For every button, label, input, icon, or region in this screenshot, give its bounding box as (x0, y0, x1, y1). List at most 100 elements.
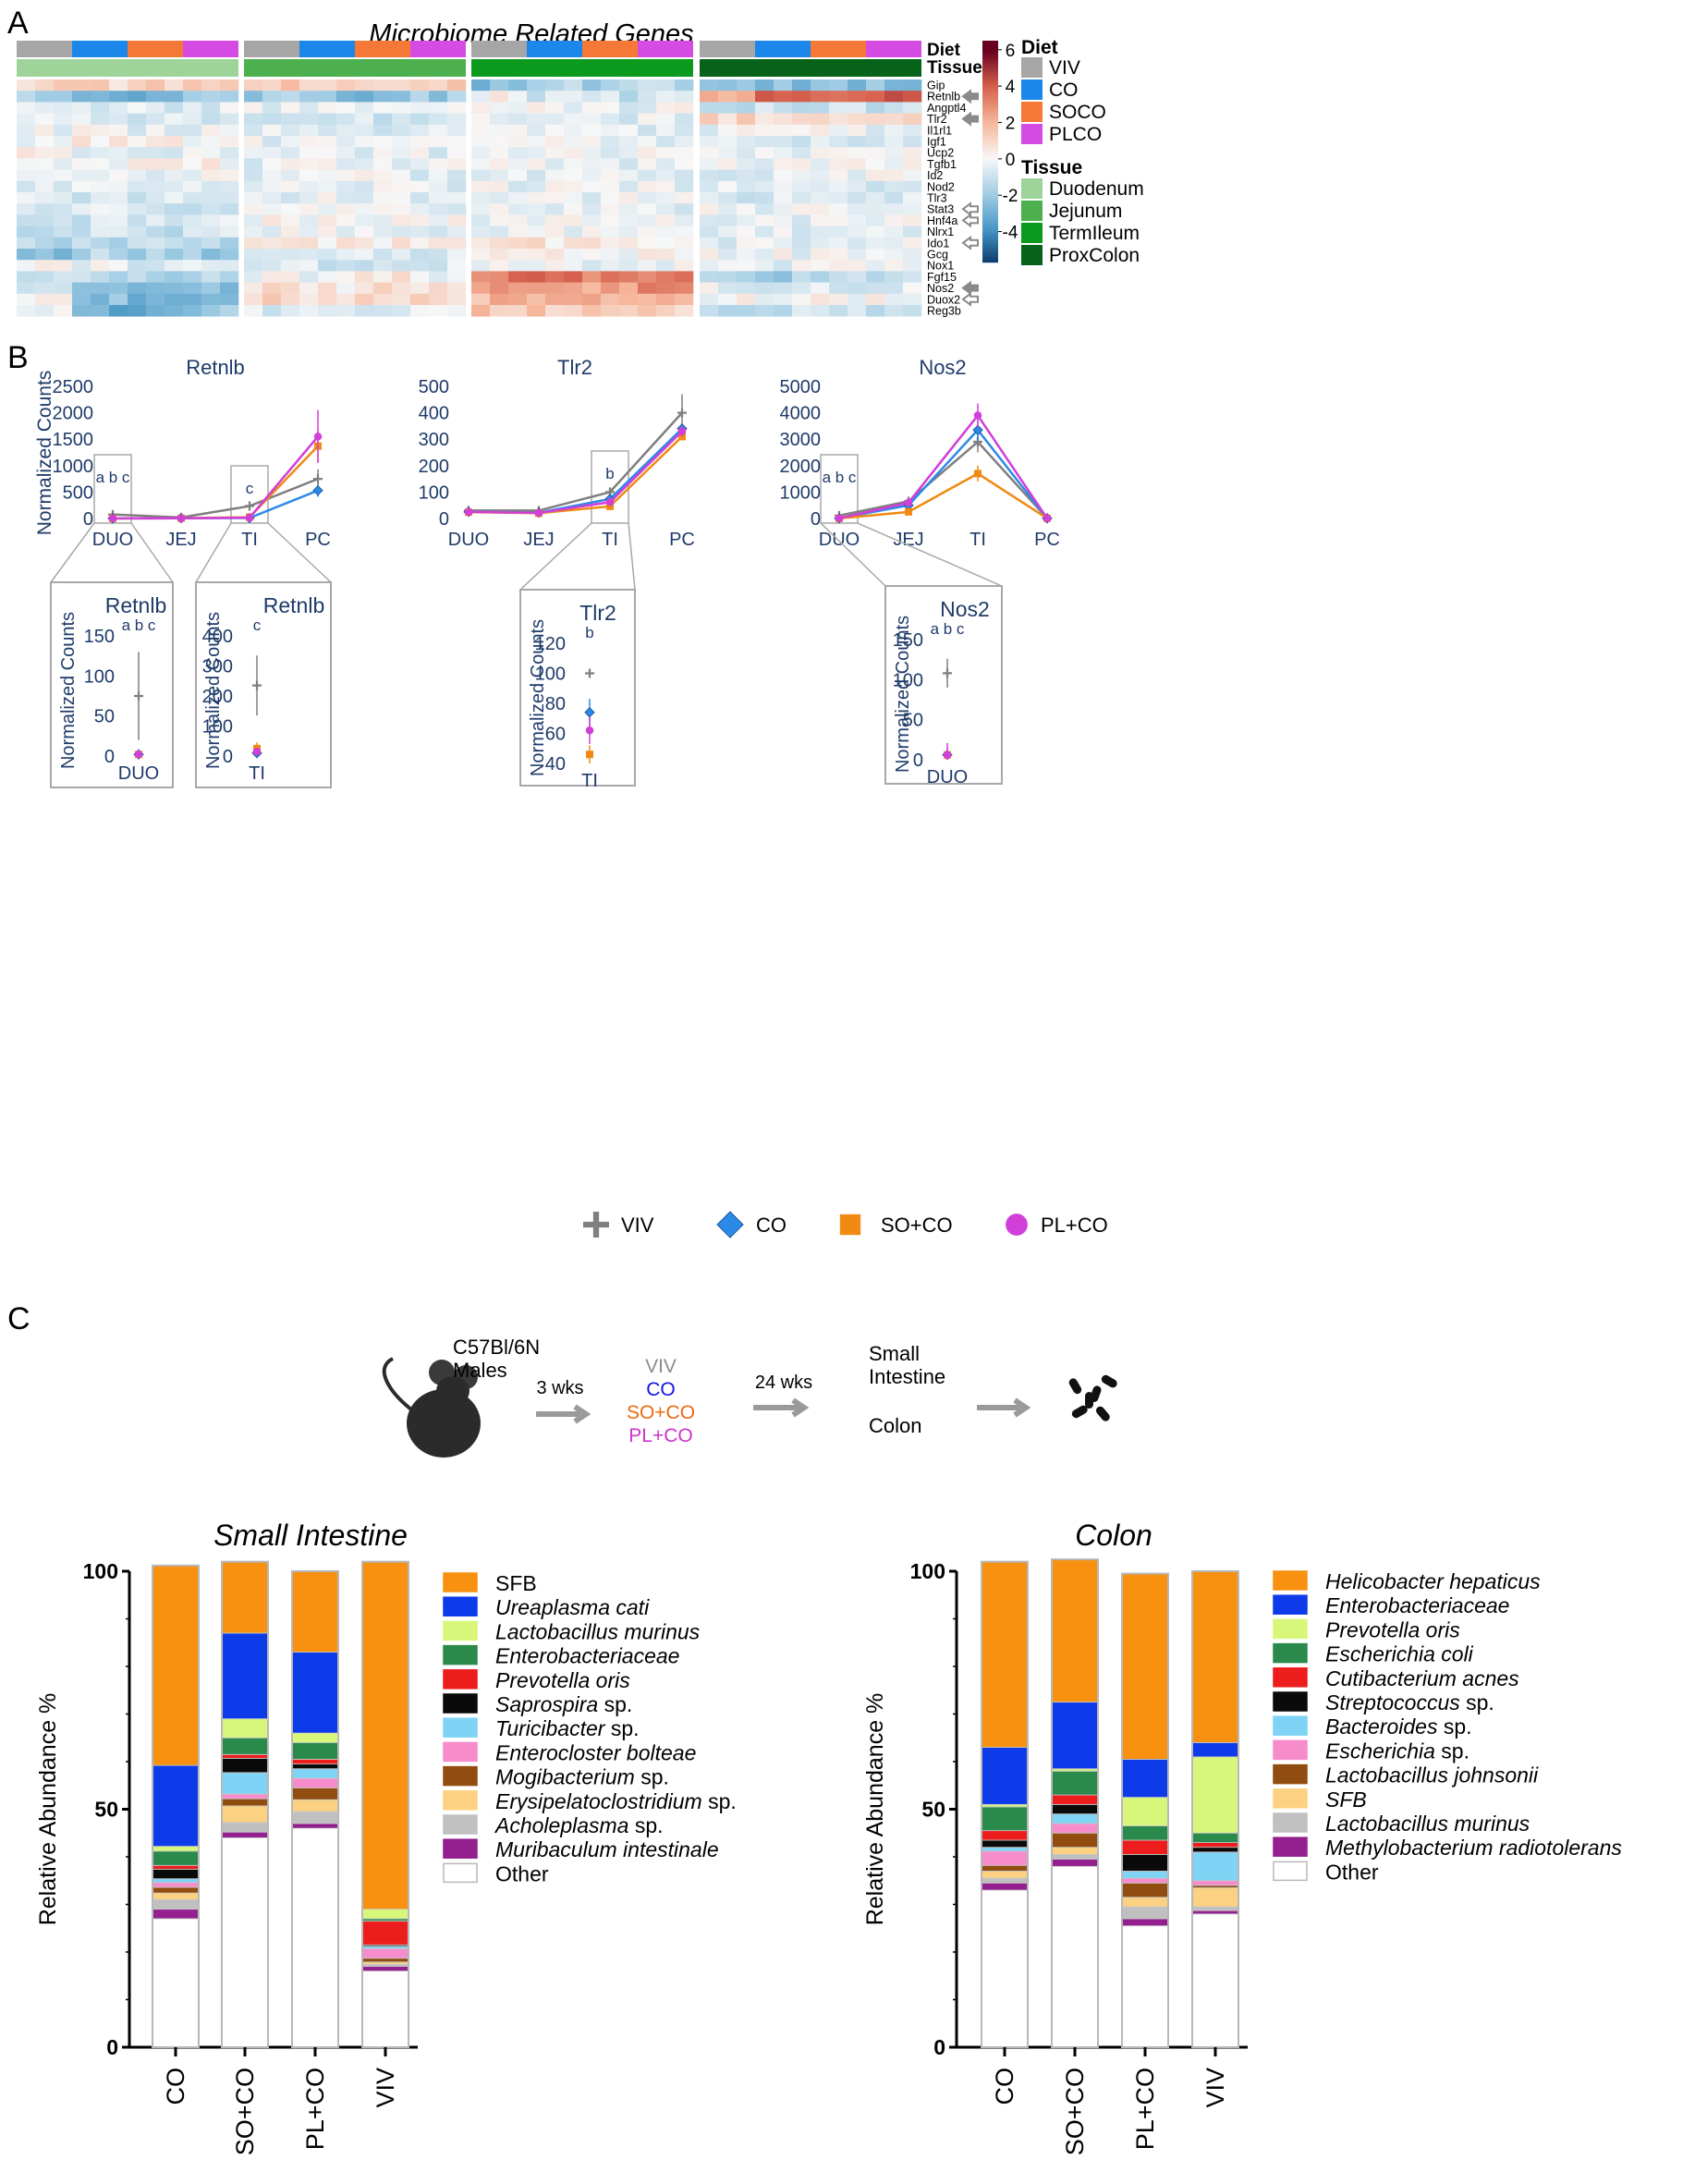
heatmap-cell (675, 271, 694, 283)
heatmap-cell (355, 260, 374, 272)
heatmap-cell (675, 249, 694, 261)
heatmap-cell (54, 192, 73, 204)
heatmap-cell (903, 260, 922, 272)
heatmap-cell (281, 282, 300, 295)
heatmap-cell (718, 305, 738, 317)
bar-segment (1191, 1570, 1239, 1743)
heatmap-cell (410, 192, 430, 204)
bar-segment (291, 1759, 339, 1764)
heatmap-cell (638, 271, 657, 283)
heatmap-cell (718, 260, 738, 272)
heatmap-cell (737, 282, 756, 295)
heatmap-cell (675, 102, 694, 114)
heatmap-cell (299, 102, 319, 114)
heatmap-cell (638, 180, 657, 193)
chart-title: Tlr2 (557, 356, 592, 379)
heatmap-cell (146, 271, 165, 283)
heatmap-cell (656, 249, 676, 261)
heatmap-cell (54, 293, 73, 306)
heatmap-cell (299, 79, 319, 92)
heatmap-cell (737, 169, 756, 182)
heatmap-cell (903, 214, 922, 226)
heatmap-cell (490, 293, 509, 306)
colorbar-segment (982, 107, 998, 110)
heatmap-cell (201, 79, 221, 92)
heatmap-cell (848, 226, 867, 238)
legend-label: SO+CO (881, 1214, 953, 1237)
heatmap-cell (718, 124, 738, 137)
legend-label: Methylobacterium radiotolerans (1325, 1836, 1622, 1860)
heatmap-cell (675, 293, 694, 306)
heatmap-cell (17, 124, 36, 137)
heatmap-cell (146, 91, 165, 103)
heatmap-cell (355, 293, 374, 306)
heatmap-cell (866, 203, 885, 215)
colorbar-segment (982, 222, 998, 225)
gene-label: Ucp2 (927, 147, 954, 160)
bar-segment (1051, 1702, 1099, 1770)
inset-y-tick-label: 400 (202, 627, 233, 647)
heatmap-cell (848, 158, 867, 170)
heatmap-cell (262, 293, 282, 306)
heatmap-cell (527, 124, 546, 137)
heatmap-cell (220, 136, 239, 148)
heatmap-cell (429, 136, 448, 148)
heatmap-cell (165, 249, 184, 261)
y-tick-label: 200 (419, 457, 449, 477)
heatmap-cell (490, 260, 509, 272)
inset-frame (195, 581, 332, 788)
colorbar-segment (982, 231, 998, 234)
heatmap-cell (373, 226, 393, 238)
legend-label: Acholeplasma sp. (494, 1813, 664, 1837)
heatmap-cell (638, 203, 657, 215)
mouse-head-icon (436, 1376, 469, 1406)
heatmap-cell (201, 91, 221, 103)
heatmap-cell (527, 203, 546, 215)
heatmap-cell (656, 237, 676, 250)
heatmap-cell (201, 180, 221, 193)
legend-label: Enterobacteriaceae (1325, 1593, 1509, 1617)
heatmap-cell (829, 102, 848, 114)
legend-species-suffix: sp. (604, 1716, 639, 1740)
heatmap-cell (244, 293, 263, 306)
heatmap-cell (601, 282, 620, 295)
diet-annotation-cell (866, 41, 921, 57)
heatmap-cell (183, 180, 202, 193)
heatmap-cell (392, 192, 411, 204)
bar-segment (152, 1898, 200, 1910)
bar-segment (981, 1847, 1029, 1852)
heatmap-cell (410, 136, 430, 148)
heatmap-cell (91, 271, 110, 283)
diet-annotation-cell (811, 41, 866, 57)
heatmap-cell (884, 102, 904, 114)
heatmap-cell (471, 237, 491, 250)
inset-y-tick-label: 100 (535, 665, 566, 685)
heatmap-cell (545, 226, 565, 238)
heatmap-cell (355, 237, 374, 250)
heatmap-cell (564, 305, 583, 317)
heatmap-cell (201, 249, 221, 261)
heatmap-cell (675, 180, 694, 193)
heatmap-cell (829, 271, 848, 283)
legend-species-name: Erysipelatoclostridium (495, 1789, 702, 1813)
heatmap-cell (829, 113, 848, 126)
heatmap-cell (318, 113, 337, 126)
y-tick-label: 1000 (780, 482, 822, 503)
y-tick-label: 2000 (53, 404, 94, 424)
diet-annotation-cell (582, 41, 638, 57)
heatmap-cell (281, 136, 300, 148)
heatmap-cell (281, 260, 300, 272)
heatmap-cell (373, 192, 393, 204)
colorbar-segment (982, 211, 998, 214)
heatmap-cell (582, 102, 602, 114)
x-category-label: DUO (92, 530, 133, 550)
heatmap-cell (508, 147, 528, 159)
heatmap-cell (35, 169, 55, 182)
heatmap-cell (165, 271, 184, 283)
inset-y-tick-label: 50 (94, 707, 115, 727)
data-point (1043, 514, 1052, 523)
heatmap-cell (146, 124, 165, 137)
heatmap-cell (737, 180, 756, 193)
colorbar-segment (982, 242, 998, 245)
